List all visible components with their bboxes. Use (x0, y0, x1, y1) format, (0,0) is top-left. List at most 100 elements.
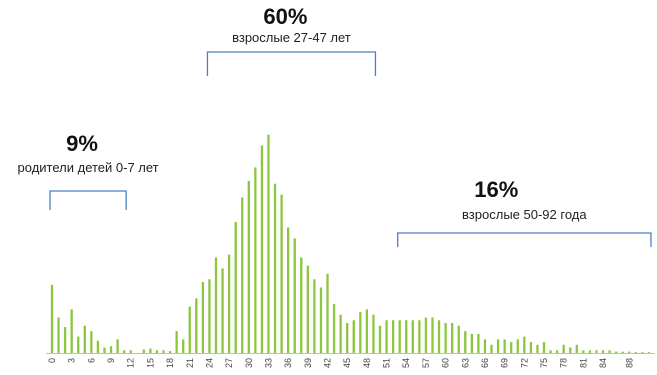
group-label-2: взрослые 50-92 года (462, 207, 587, 222)
bar-age-68 (496, 339, 500, 353)
bar-age-66 (483, 339, 487, 353)
bar-age-10 (116, 339, 119, 353)
bar-age-25 (214, 257, 218, 353)
bar-age-82 (588, 350, 592, 353)
bar-age-78 (562, 344, 565, 353)
x-tick-label: 6 (86, 358, 96, 363)
x-tick-label: 60 (441, 358, 451, 368)
x-tick-label: 88 (624, 358, 634, 368)
bar-age-38 (300, 257, 303, 353)
bar-age-22 (195, 298, 198, 353)
bar-age-58 (431, 317, 434, 353)
x-tick-label: 45 (342, 358, 352, 368)
bar-age-40 (313, 279, 316, 353)
bar-age-84 (601, 350, 605, 353)
bar-age-57 (424, 317, 428, 353)
bar-age-80 (575, 344, 578, 353)
bar-age-42 (326, 273, 329, 353)
annotations-group: 9% родители детей 0-7 лет 60%взрослые 27-4… (18, 4, 652, 247)
x-tick-label: 78 (559, 358, 569, 368)
bar-age-46 (352, 320, 355, 353)
bar-age-32 (260, 145, 264, 353)
bar-age-47 (359, 312, 362, 353)
bar-age-30 (247, 181, 250, 353)
bar-age-0 (50, 284, 54, 353)
x-tick-label: 69 (500, 358, 510, 368)
bar-age-18 (168, 351, 172, 353)
x-tick-label: 12 (126, 358, 136, 368)
bar-age-49 (372, 314, 375, 353)
x-tick-label: 57 (421, 358, 431, 368)
bar-age-71 (516, 339, 519, 353)
bar-age-76 (549, 350, 552, 353)
bar-age-6 (90, 331, 93, 353)
x-tick-label: 81 (578, 358, 588, 368)
bar-age-72 (523, 336, 526, 353)
x-tick-label: 75 (539, 358, 549, 368)
bar-age-5 (83, 325, 86, 353)
bar-age-69 (503, 339, 506, 353)
bars-group (50, 134, 651, 353)
bar-age-39 (306, 265, 309, 353)
bar-age-83 (595, 350, 598, 353)
bar-age-62 (457, 325, 460, 353)
bar-age-14 (142, 349, 145, 353)
bar-age-60 (444, 322, 447, 353)
x-tick-label: 33 (264, 358, 274, 368)
bar-age-89 (634, 352, 637, 353)
bar-age-85 (608, 350, 611, 353)
x-tick-labels: 0 3 6 9 12 15 18 21 24 27 30 33 36 39 42 45 48 51 54 57 60 63… (47, 358, 634, 368)
bar-age-43 (332, 303, 336, 353)
bar-age-79 (569, 347, 572, 353)
bracket-2 (397, 232, 652, 247)
x-tick-label: 24 (204, 358, 214, 368)
bar-age-77 (555, 350, 559, 353)
bar-age-27 (227, 254, 231, 353)
bar-age-67 (490, 344, 493, 353)
bar-age-41 (319, 287, 323, 353)
x-tick-label: 0 (47, 358, 57, 363)
bracket-0 (49, 190, 127, 210)
bar-age-56 (418, 320, 421, 353)
x-tick-label: 3 (67, 358, 77, 363)
percent-label-0: 9% (66, 131, 98, 156)
bar-age-86 (615, 351, 618, 353)
bar-age-17 (162, 350, 165, 353)
bar-age-1 (57, 317, 60, 353)
bar-age-36 (287, 227, 290, 353)
bar-age-12 (129, 350, 132, 353)
bracket-1 (206, 51, 377, 76)
x-tick-label: 21 (185, 358, 195, 368)
x-tick-label: 51 (382, 358, 392, 368)
bar-age-35 (280, 194, 283, 353)
bar-age-50 (378, 325, 382, 353)
bar-age-9 (109, 346, 113, 353)
percent-label-1: 60% (263, 4, 307, 29)
bar-age-63 (464, 331, 467, 353)
bar-age-45 (346, 322, 349, 353)
bar-age-34 (273, 183, 277, 353)
bar-age-19 (175, 331, 178, 353)
bar-age-65 (477, 333, 480, 353)
bar-age-51 (385, 320, 388, 353)
bar-age-23 (201, 282, 205, 353)
bar-age-90 (641, 352, 644, 353)
group-label-1: взрослые 27-47 лет (232, 30, 351, 45)
x-tick-label: 48 (362, 358, 372, 368)
bar-age-24 (208, 279, 211, 353)
x-tick-label: 72 (519, 358, 529, 368)
bar-age-8 (103, 347, 106, 353)
bar-age-75 (542, 342, 546, 353)
bar-age-59 (437, 320, 441, 353)
x-tick-label: 54 (401, 358, 411, 368)
bar-age-37 (293, 238, 296, 353)
bar-age-55 (411, 320, 414, 353)
group-label-0: родители детей 0-7 лет (18, 160, 159, 175)
bar-age-7 (96, 340, 100, 353)
x-tick-label: 15 (145, 358, 155, 368)
bar-age-2 (63, 327, 67, 353)
bar-age-48 (365, 309, 369, 353)
bar-age-28 (234, 221, 237, 353)
x-tick-label: 30 (244, 358, 254, 368)
